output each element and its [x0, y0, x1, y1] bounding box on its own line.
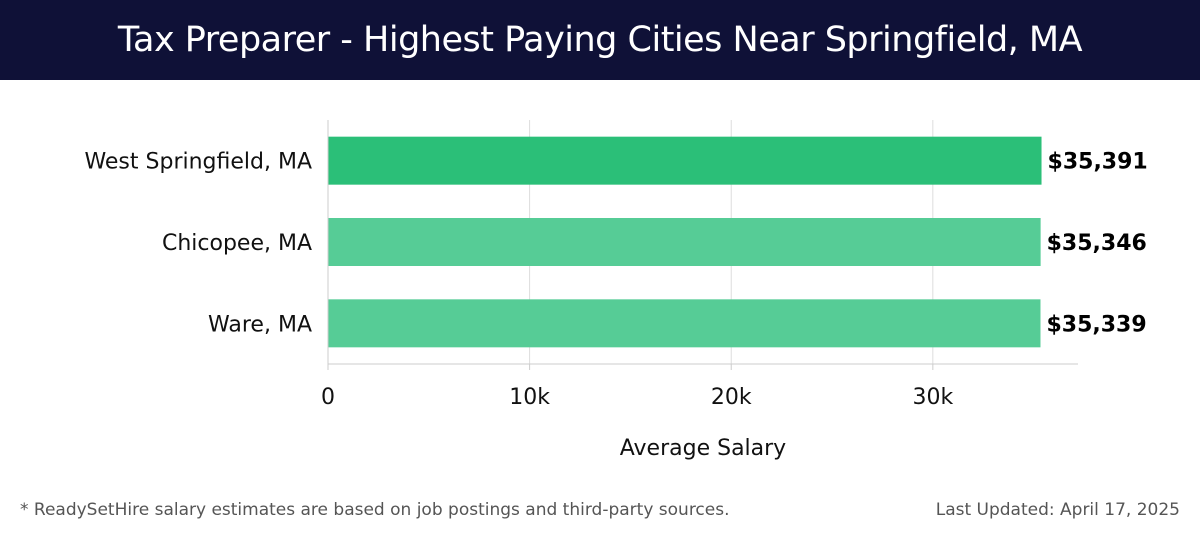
bar — [328, 136, 1042, 185]
y-tick-label: Ware, MA — [208, 312, 312, 337]
footnote: * ReadySetHire salary estimates are base… — [20, 500, 730, 520]
y-tick-label: West Springfield, MA — [84, 150, 312, 175]
bar — [328, 218, 1041, 266]
data-label: $35,339 — [1046, 312, 1146, 337]
x-tick-label: 30k — [912, 385, 953, 410]
data-label: $35,346 — [1047, 231, 1147, 256]
x-tick-label: 20k — [711, 385, 752, 410]
data-label: $35,391 — [1048, 150, 1148, 175]
x-tick-label: 0 — [321, 385, 335, 410]
bar-chart: $35,391 West Springfield, MA $35,346 Chicop… — [84, 120, 1148, 461]
title-bar: Tax Preparer - Highest Paying Cities Nea… — [0, 0, 1200, 80]
bar — [328, 299, 1041, 348]
x-tick-label: 10k — [509, 385, 550, 410]
x-axis-label: Average Salary — [620, 436, 786, 461]
y-tick-label: Chicopee, MA — [162, 231, 312, 256]
last-updated: Last Updated: April 17, 2025 — [935, 500, 1180, 520]
chart-title: Tax Preparer - Highest Paying Cities Nea… — [117, 20, 1083, 60]
